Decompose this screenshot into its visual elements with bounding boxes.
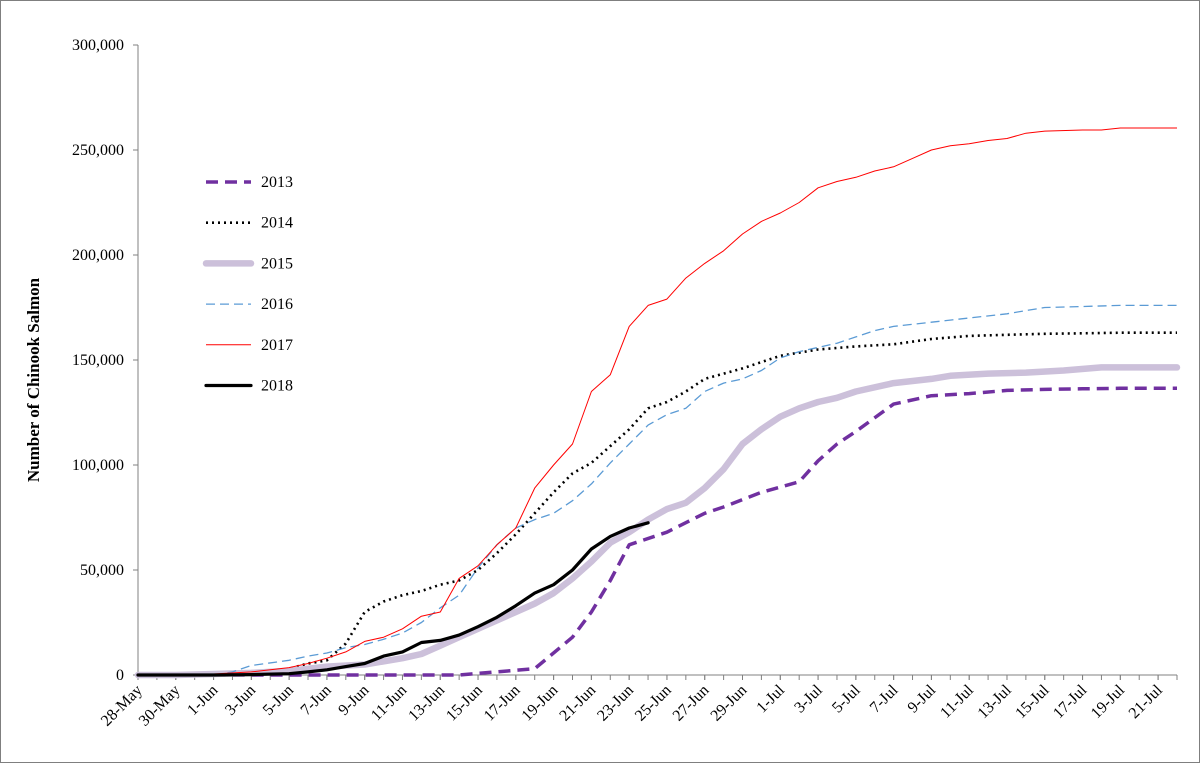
- x-tick-label: 17-Jun: [481, 682, 524, 725]
- y-axis-label: Number of Chinook Salmon: [24, 277, 43, 482]
- legend-label-2014: 2014: [261, 215, 293, 232]
- y-tick-label: 100,000: [72, 457, 124, 474]
- y-tick-label: 150,000: [72, 352, 124, 369]
- y-tick-label: 250,000: [72, 142, 124, 159]
- series-layer: [134, 127, 1181, 679]
- x-tick-label: 21-Jul: [1126, 681, 1167, 722]
- x-tick-label: 19-Jul: [1088, 681, 1129, 722]
- legend-label-2016: 2016: [261, 296, 293, 313]
- x-tick-label: 7-Jun: [298, 682, 335, 719]
- x-tick-label: 9-Jul: [905, 681, 940, 716]
- x-tick-label: 19-Jun: [519, 682, 562, 725]
- series-line-2017: [175, 127, 1177, 676]
- x-tick-label: 11-Jun: [368, 682, 410, 724]
- x-tick-label: 28-May: [98, 682, 146, 730]
- x-tick-label: 9-Jun: [335, 682, 372, 719]
- x-tick-label: 13-Jul: [975, 681, 1016, 722]
- x-tick-label: 25-Jun: [632, 682, 675, 725]
- x-tick-label: 30-May: [136, 682, 184, 730]
- y-tick-label: 50,000: [80, 562, 124, 579]
- series-line-2014: [213, 331, 1177, 677]
- legend-label-2015: 2015: [261, 255, 293, 272]
- x-tick-label: 5-Jul: [829, 681, 864, 716]
- x-tick-label: 7-Jul: [867, 681, 902, 716]
- y-tick-label: 300,000: [72, 37, 124, 54]
- x-tick-label: 29-Jun: [708, 682, 751, 725]
- series-line-2013: [213, 386, 1177, 677]
- series-line-2018: [136, 521, 650, 677]
- x-tick-label: 11-Jul: [937, 681, 977, 721]
- x-tick-label: 1-Jul: [753, 681, 788, 716]
- y-ticks: 0 50,000 100,000 150,000 200,000 250,000 300,0…: [72, 37, 138, 684]
- x-tick-label: 13-Jun: [405, 682, 448, 725]
- y-tick-label: 0: [116, 667, 124, 684]
- axes: [137, 45, 1177, 676]
- x-tick-label: 17-Jul: [1050, 681, 1091, 722]
- legend-label-2017: 2017: [261, 337, 293, 354]
- x-tick-label: 23-Jun: [594, 682, 637, 725]
- x-tick-label: 21-Jun: [556, 682, 599, 725]
- x-tick-label: 15-Jul: [1012, 681, 1053, 722]
- legend: 2013 2014 2015 2016 2017 2018: [202, 174, 293, 395]
- x-tick-label: 3-Jul: [791, 681, 826, 716]
- x-tick-label: 5-Jun: [260, 682, 297, 719]
- series-line-2015: [134, 364, 1181, 679]
- y-tick-label: 200,000: [72, 247, 124, 264]
- x-tick-label: 1-Jun: [184, 682, 221, 719]
- x-tick-label: 15-Jun: [443, 682, 486, 725]
- legend-label-2018: 2018: [261, 378, 293, 395]
- x-tick-label: 3-Jun: [222, 682, 259, 719]
- x-tick-label: 27-Jun: [670, 682, 713, 725]
- series-line-2016: [213, 304, 1177, 676]
- legend-label-2013: 2013: [261, 174, 293, 191]
